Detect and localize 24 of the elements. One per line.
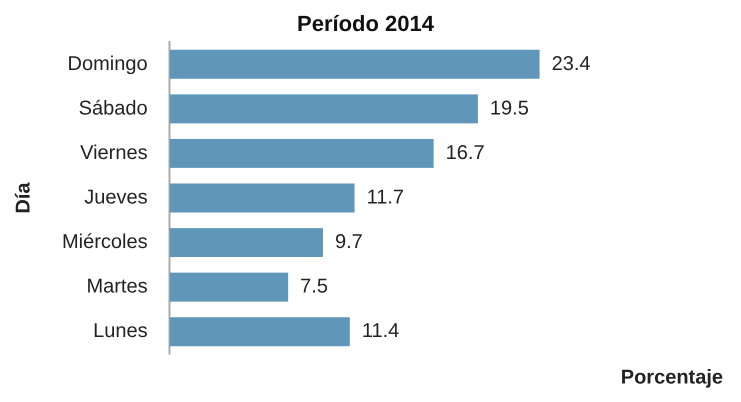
y-tick-label: Jueves: [84, 186, 148, 209]
chart-title: Período 2014: [297, 10, 435, 36]
data-label: 19.5: [490, 97, 529, 120]
bar: [170, 228, 323, 258]
y-tick-label: Lunes: [93, 320, 148, 342]
y-tick-label: Miércoles: [62, 231, 148, 254]
y-tick-label: Sábado: [78, 97, 148, 120]
data-label: 9.7: [334, 231, 363, 254]
y-tick-label: Viernes: [80, 142, 148, 164]
data-label: 7.5: [300, 276, 328, 298]
bar: [170, 138, 434, 168]
bar: [170, 50, 540, 79]
data-label: 23.4: [552, 52, 591, 75]
y-tick-label: Domingo: [68, 52, 148, 75]
data-label: 16.7: [446, 142, 485, 164]
bar: [170, 272, 288, 302]
y-tick-label: Martes: [86, 276, 148, 298]
data-label: 11.7: [366, 186, 404, 209]
bar: [170, 317, 350, 346]
y-axis-title: Día: [12, 182, 35, 214]
bar: [170, 184, 355, 212]
x-axis-title: Porcentaje: [620, 366, 723, 389]
data-label: 11.4: [362, 320, 400, 342]
bar: [170, 94, 478, 124]
